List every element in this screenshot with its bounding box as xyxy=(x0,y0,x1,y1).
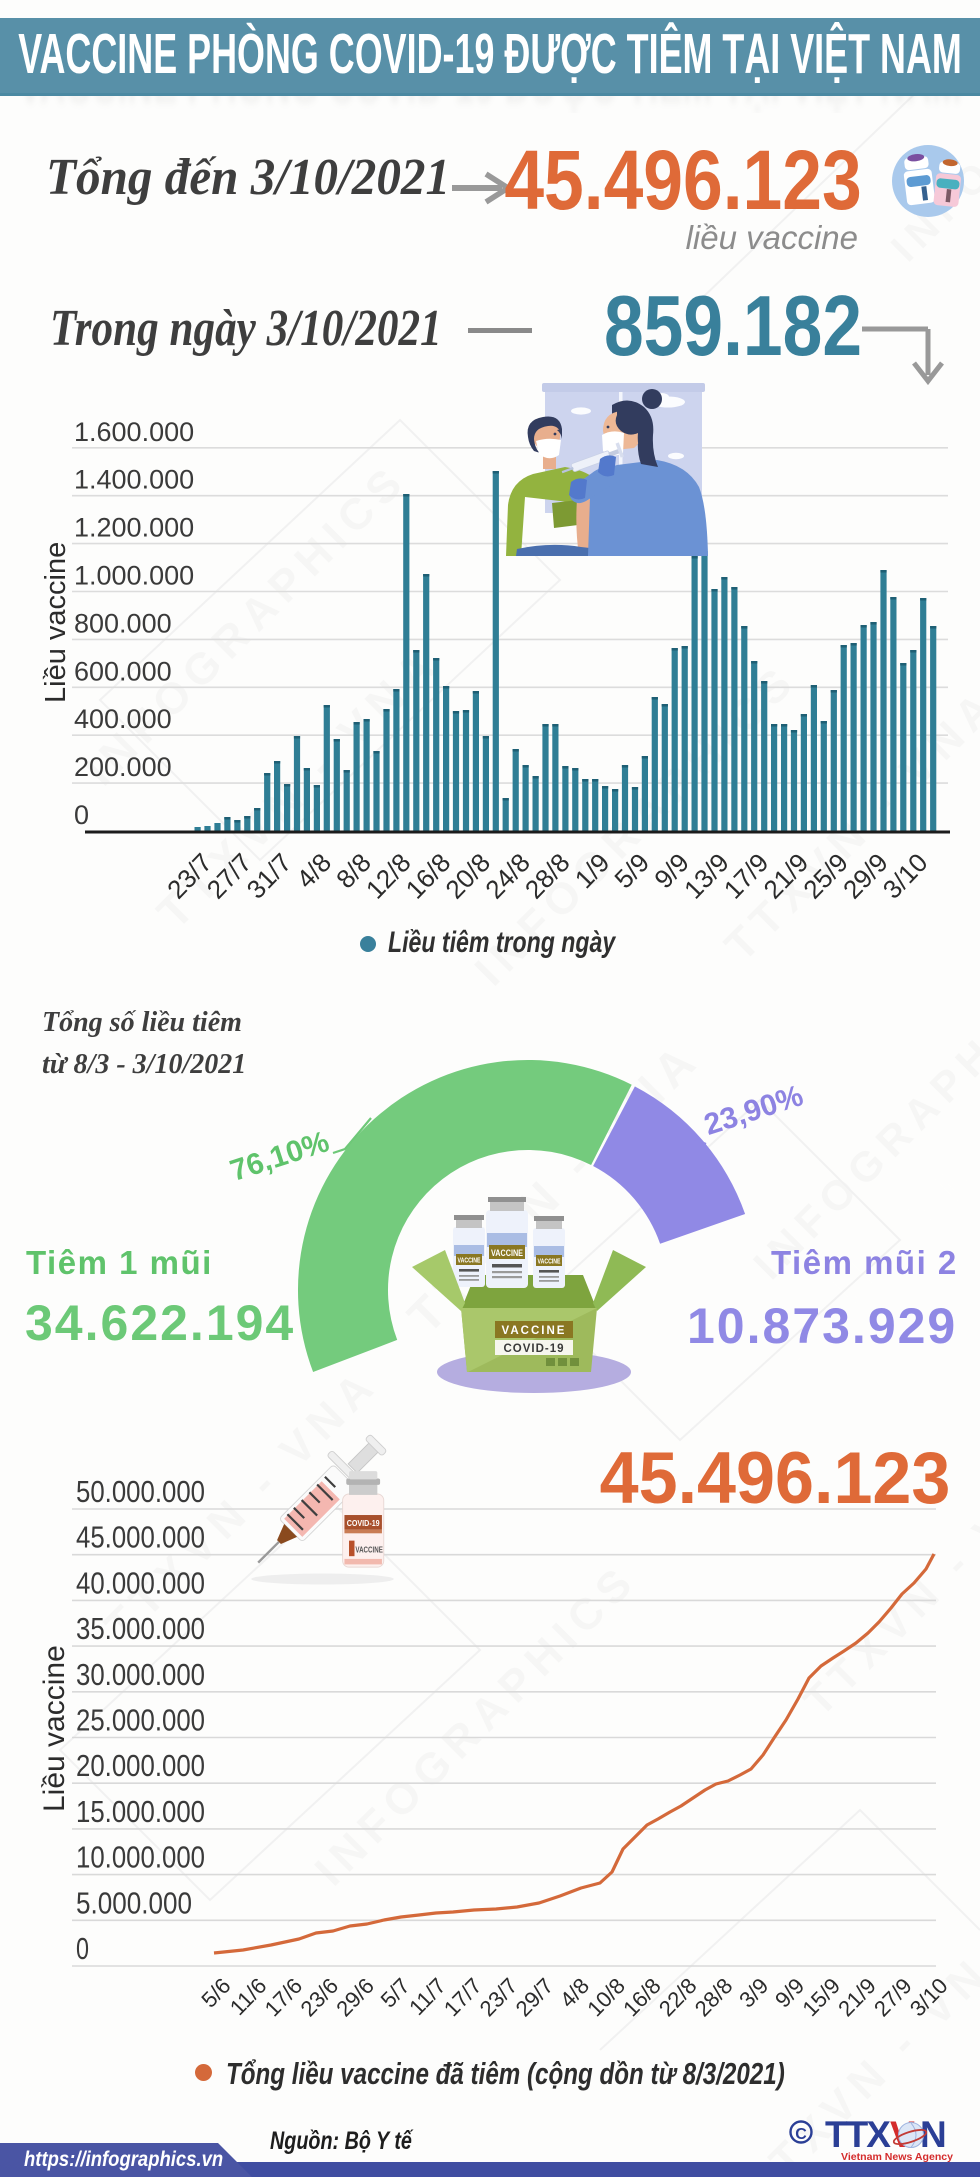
svg-text:1/9: 1/9 xyxy=(569,847,616,894)
svg-text:11/6: 11/6 xyxy=(225,1973,272,2020)
svg-text:C: C xyxy=(795,2126,807,2143)
svg-text:28/8: 28/8 xyxy=(690,1973,738,2021)
svg-text:10.000.000: 10.000.000 xyxy=(76,1840,205,1875)
svg-text:VACCINE: VACCINE xyxy=(491,1248,523,1259)
svg-text:Vietnam News Agency: Vietnam News Agency xyxy=(841,2152,953,2163)
svg-text:0: 0 xyxy=(74,800,89,830)
svg-text:3/10: 3/10 xyxy=(877,847,934,904)
svg-text:5.000.000: 5.000.000 xyxy=(76,1885,192,1920)
svg-text:1.600.000: 1.600.000 xyxy=(74,417,194,447)
svg-text:COVID-19: COVID-19 xyxy=(503,1343,564,1355)
svg-text:22/8: 22/8 xyxy=(654,1973,702,2021)
svg-text:17/7: 17/7 xyxy=(439,1973,487,2021)
svg-text:1.000.000: 1.000.000 xyxy=(74,561,194,591)
svg-text:4/8: 4/8 xyxy=(290,847,337,894)
svg-text:VACCINE: VACCINE xyxy=(502,1325,567,1337)
svg-text:29/7: 29/7 xyxy=(511,1973,559,2021)
svg-text:16/8: 16/8 xyxy=(618,1973,666,2021)
svg-text:200.000: 200.000 xyxy=(74,752,172,782)
svg-text:50.000.000: 50.000.000 xyxy=(76,1474,205,1509)
svg-text:Liều vaccine: Liều vaccine xyxy=(38,1645,71,1812)
svg-text:20.000.000: 20.000.000 xyxy=(76,1748,205,1783)
svg-text:VACCINE: VACCINE xyxy=(458,1256,481,1265)
svg-text:27/9: 27/9 xyxy=(869,1973,917,2021)
svg-text:VACCINE: VACCINE xyxy=(538,1257,561,1266)
svg-text:VACCINE: VACCINE xyxy=(355,1545,383,1555)
svg-text:35.000.000: 35.000.000 xyxy=(76,1611,205,1646)
svg-text:3/10: 3/10 xyxy=(905,1973,953,2021)
svg-text:25.000.000: 25.000.000 xyxy=(76,1703,205,1738)
svg-text:40.000.000: 40.000.000 xyxy=(76,1565,205,1600)
svg-text:3/9: 3/9 xyxy=(734,1973,773,2012)
svg-text:TTX: TTX xyxy=(825,2114,891,2155)
svg-text:15/9: 15/9 xyxy=(797,1973,845,2021)
svg-text:29/6: 29/6 xyxy=(331,1973,379,2021)
svg-text:400.000: 400.000 xyxy=(74,704,172,734)
svg-text:800.000: 800.000 xyxy=(74,608,172,638)
svg-text:28/8: 28/8 xyxy=(519,847,576,904)
svg-text:Liều vaccine: Liều vaccine xyxy=(40,542,72,703)
svg-text:21/9: 21/9 xyxy=(833,1973,881,2021)
svg-text:15.000.000: 15.000.000 xyxy=(76,1794,205,1829)
svg-text:600.000: 600.000 xyxy=(74,656,172,686)
svg-text:31/7: 31/7 xyxy=(241,847,298,904)
svg-text:45.000.000: 45.000.000 xyxy=(76,1520,205,1555)
svg-text:11/7: 11/7 xyxy=(404,1973,451,2020)
svg-text:1.200.000: 1.200.000 xyxy=(74,513,194,543)
svg-text:0: 0 xyxy=(76,1931,89,1966)
svg-text:5/9: 5/9 xyxy=(608,847,655,894)
svg-text:23/6: 23/6 xyxy=(295,1973,343,2021)
svg-text:10/8: 10/8 xyxy=(582,1973,630,2021)
svg-text:30.000.000: 30.000.000 xyxy=(76,1657,205,1692)
svg-text:23/7: 23/7 xyxy=(475,1973,523,2021)
svg-text:COVID-19: COVID-19 xyxy=(347,1518,380,1528)
svg-text:1.400.000: 1.400.000 xyxy=(74,465,194,495)
svg-text:17/6: 17/6 xyxy=(260,1973,308,2021)
